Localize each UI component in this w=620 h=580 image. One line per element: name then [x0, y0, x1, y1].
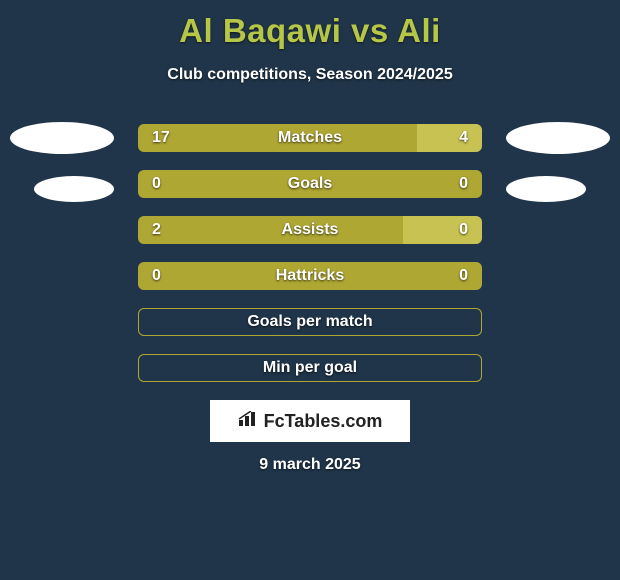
player1-club-avatar	[34, 176, 114, 202]
player1-avatar	[10, 122, 114, 154]
stat-row: Hattricks0 0	[138, 262, 482, 290]
stat-value-right: 0	[459, 216, 468, 244]
watermark: FcTables.com	[210, 400, 410, 442]
stat-value-left: 0	[152, 170, 161, 198]
player2-avatar	[506, 122, 610, 154]
stat-bars: Matches174Goals00Assists20Hattricks00Goa…	[138, 124, 482, 400]
stat-label: Matches	[138, 124, 482, 152]
watermark-text: FcTables.com	[264, 411, 383, 432]
stat-value-right: 0	[459, 170, 468, 198]
stat-value-right: 0	[459, 262, 468, 290]
snapshot-date: 9 march 2025	[0, 456, 620, 474]
stat-label: Hattricks	[138, 262, 482, 290]
stat-row: Goals0 0	[138, 170, 482, 198]
stat-value-right: 4	[459, 124, 468, 152]
stat-row: Goals per match	[138, 308, 482, 336]
comparison-card: Al Baqawi vs Ali Club competitions, Seas…	[0, 0, 620, 580]
stat-label: Goals	[138, 170, 482, 198]
stat-row: Assists2 0	[138, 216, 482, 244]
player2-club-avatar	[506, 176, 586, 202]
stat-value-left: 2	[152, 216, 161, 244]
stat-label: Assists	[138, 216, 482, 244]
stat-row: Matches17 4	[138, 124, 482, 152]
page-title: Al Baqawi vs Ali	[0, 12, 620, 50]
bar-chart-icon	[238, 411, 258, 432]
stat-row: Min per goal	[138, 354, 482, 382]
stat-value-left: 0	[152, 262, 161, 290]
stat-value-left: 17	[152, 124, 170, 152]
season-subtitle: Club competitions, Season 2024/2025	[0, 66, 620, 84]
stat-label: Goals per match	[139, 309, 481, 335]
stat-label: Min per goal	[139, 355, 481, 381]
